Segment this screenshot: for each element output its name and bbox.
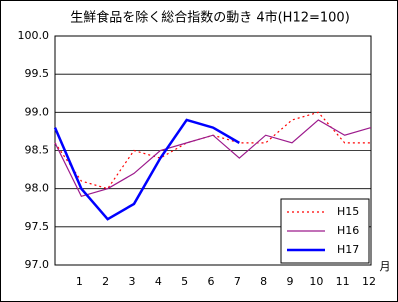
x-axis-label: 月 bbox=[380, 260, 391, 273]
x-tick-label: 5 bbox=[181, 275, 188, 288]
x-tick-label: 7 bbox=[234, 275, 241, 288]
x-tick-label: 4 bbox=[155, 275, 162, 288]
y-tick-label: 98.5 bbox=[25, 144, 50, 157]
x-tick-label: 9 bbox=[287, 275, 294, 288]
x-tick-label: 12 bbox=[362, 275, 376, 288]
series-line bbox=[54, 119, 372, 198]
legend-label: H16 bbox=[337, 224, 359, 237]
x-tick-label: 10 bbox=[309, 275, 323, 288]
legend-label: H17 bbox=[337, 243, 359, 256]
x-tick-label: 3 bbox=[129, 275, 136, 288]
y-tick-label: 99.5 bbox=[25, 67, 50, 80]
chart-title: 生鮮食品を除く総合指数の動き 4市(H12=100) bbox=[70, 10, 350, 26]
y-tick-label: 99.0 bbox=[25, 105, 50, 118]
y-tick-label: 98.0 bbox=[25, 182, 50, 195]
y-tick-label: 97.0 bbox=[25, 258, 50, 271]
legend-label: H15 bbox=[337, 205, 359, 218]
x-tick-label: 8 bbox=[260, 275, 267, 288]
x-tick-label: 11 bbox=[336, 275, 350, 288]
x-tick-label: 6 bbox=[208, 275, 215, 288]
series-line bbox=[53, 118, 240, 221]
x-tick-label: 1 bbox=[76, 275, 83, 288]
x-tick-label: 2 bbox=[102, 275, 109, 288]
y-tick-label: 100.0 bbox=[18, 29, 50, 42]
y-tick-label: 97.5 bbox=[25, 220, 50, 233]
